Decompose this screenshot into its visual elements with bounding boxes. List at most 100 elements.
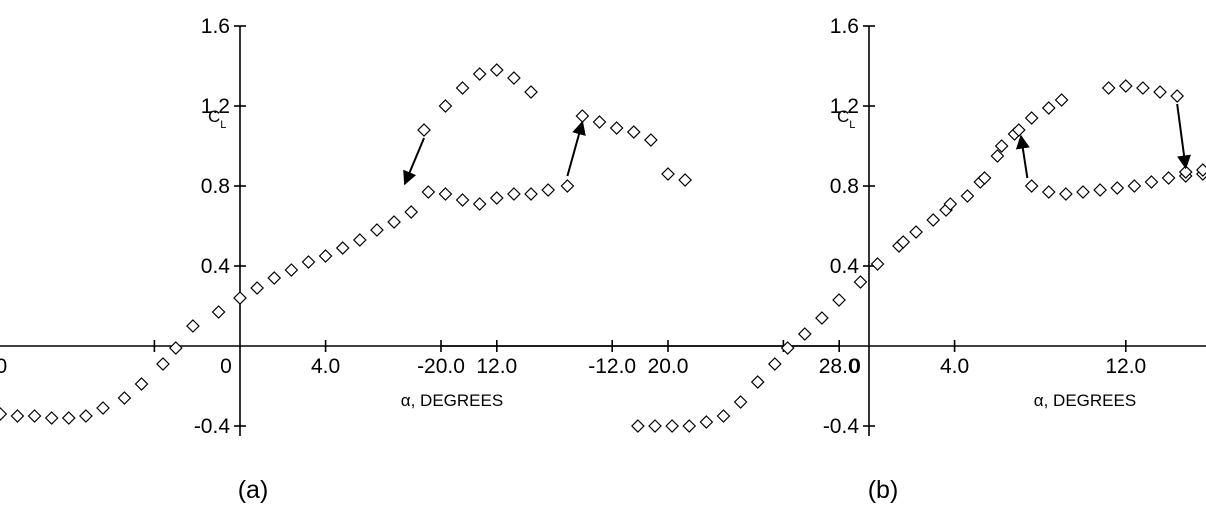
data-point-marker [682, 419, 697, 433]
data-point-marker [117, 391, 132, 405]
data-point-marker [832, 293, 846, 307]
data-point-marker [1118, 79, 1133, 93]
data-point-marker [926, 213, 941, 227]
data-point-marker [61, 411, 76, 425]
data-point-marker [560, 179, 575, 193]
data-point-marker [661, 167, 675, 181]
data-point-marker [489, 191, 504, 205]
data-point-marker [648, 419, 662, 433]
x-tick-label: 12.0 [1105, 355, 1146, 378]
data-point-marker [472, 67, 487, 81]
data-point-marker [284, 263, 299, 277]
y-tick-label: 1.2 [830, 95, 859, 118]
y-tick-label: 0.4 [830, 255, 860, 278]
x-tick-label: -20.0 [417, 355, 465, 378]
data-point-marker [644, 133, 658, 147]
data-point-marker [1024, 179, 1039, 193]
data-point-marker [1041, 101, 1056, 115]
data-point-marker [1110, 181, 1125, 195]
data-point-marker [1059, 187, 1073, 201]
data-point-marker [524, 187, 538, 201]
data-point-marker [211, 305, 226, 319]
x-tick-label: 28.0 [819, 355, 860, 378]
panel-label: (a) [238, 476, 269, 504]
data-point-marker [250, 281, 264, 295]
data-point-marker [699, 415, 714, 429]
data-point-marker [990, 149, 1005, 163]
data-point-marker [665, 419, 679, 433]
data-point-marker [780, 341, 795, 355]
data-point-marker [575, 109, 590, 123]
data-point-marker [472, 197, 487, 211]
data-point-marker [626, 125, 641, 139]
data-point-marker [370, 223, 384, 237]
data-point-marker [404, 205, 419, 219]
x-tick-label: 20.0 [648, 355, 689, 378]
data-point-marker [301, 255, 316, 269]
y-tick-label: 0.4 [201, 255, 231, 278]
data-point-marker [592, 115, 607, 129]
data-point-marker [678, 173, 692, 187]
data-point-marker [1144, 175, 1159, 189]
y-axis-title: CL [837, 107, 855, 131]
data-point-marker [318, 249, 333, 263]
data-point-marker [417, 123, 431, 137]
data-point-marker [27, 409, 42, 423]
y-tick-label: 0.8 [201, 175, 230, 198]
data-point-marker [186, 319, 200, 333]
data-point-marker [438, 187, 453, 201]
chart-panel-a: -20.0-12.04.012.020.028.00-0.40.40.81.21… [0, 15, 860, 504]
data-point-marker [233, 291, 247, 305]
data-point-marker [541, 183, 556, 197]
data-point-marker [631, 419, 645, 433]
data-point-marker [797, 327, 812, 341]
y-tick-label: 0.8 [830, 175, 859, 198]
data-point-marker [994, 139, 1009, 153]
y-axis-title: CL [208, 107, 226, 131]
y-tick-label: -0.4 [194, 415, 231, 438]
data-point-marker [943, 197, 958, 211]
data-point-marker [387, 215, 401, 229]
y-tick-label: 1.6 [201, 15, 230, 38]
y-axis-title-main: C [837, 107, 849, 126]
data-point-marker [1170, 89, 1185, 103]
y-axis-title-main: C [208, 107, 220, 126]
data-point-marker [352, 233, 367, 247]
data-point-marker [1195, 163, 1206, 177]
y-tick-label: -0.4 [823, 415, 860, 438]
hysteresis-arrow [1015, 134, 1030, 179]
data-point-marker [524, 85, 538, 99]
data-point-marker [1101, 81, 1116, 95]
data-point-marker [421, 185, 436, 199]
data-point-marker [815, 311, 829, 325]
x-tick-label: 4.0 [940, 355, 969, 378]
data-point-marker [1161, 171, 1176, 185]
data-point-marker [1054, 93, 1069, 107]
data-point-marker [335, 241, 350, 255]
data-point-marker [870, 257, 885, 271]
data-point-marker [507, 71, 521, 85]
data-point-marker [10, 409, 25, 423]
data-point-marker [156, 357, 170, 371]
data-point-marker [733, 395, 748, 409]
data-point-marker [1076, 185, 1090, 199]
data-point-marker [489, 63, 504, 77]
data-point-marker [1041, 185, 1056, 199]
x-tick-label: 12.0 [476, 355, 517, 378]
x-tick-label: -12.0 [0, 355, 7, 378]
data-point-marker [750, 375, 765, 389]
data-point-marker [853, 275, 868, 289]
x-axis-title: α, DEGREES [401, 391, 503, 410]
y-tick-label: 1.6 [830, 15, 859, 38]
data-point-marker [438, 99, 453, 113]
data-point-marker [507, 187, 521, 201]
panel-label: (b) [868, 476, 899, 504]
data-point-marker [1153, 85, 1167, 99]
x-tick-label: -12.0 [588, 355, 636, 378]
data-point-marker [0, 407, 8, 421]
data-point-marker [44, 411, 59, 425]
chart-panel-b: -20.0 -12.0 4.0 12.0 20.0 28.00 -0.4 0.4 0.8 1.2 1… [417, 15, 1206, 504]
data-point-marker [96, 401, 110, 415]
data-point-marker [455, 193, 470, 207]
hysteresis-arrow [1176, 103, 1191, 170]
